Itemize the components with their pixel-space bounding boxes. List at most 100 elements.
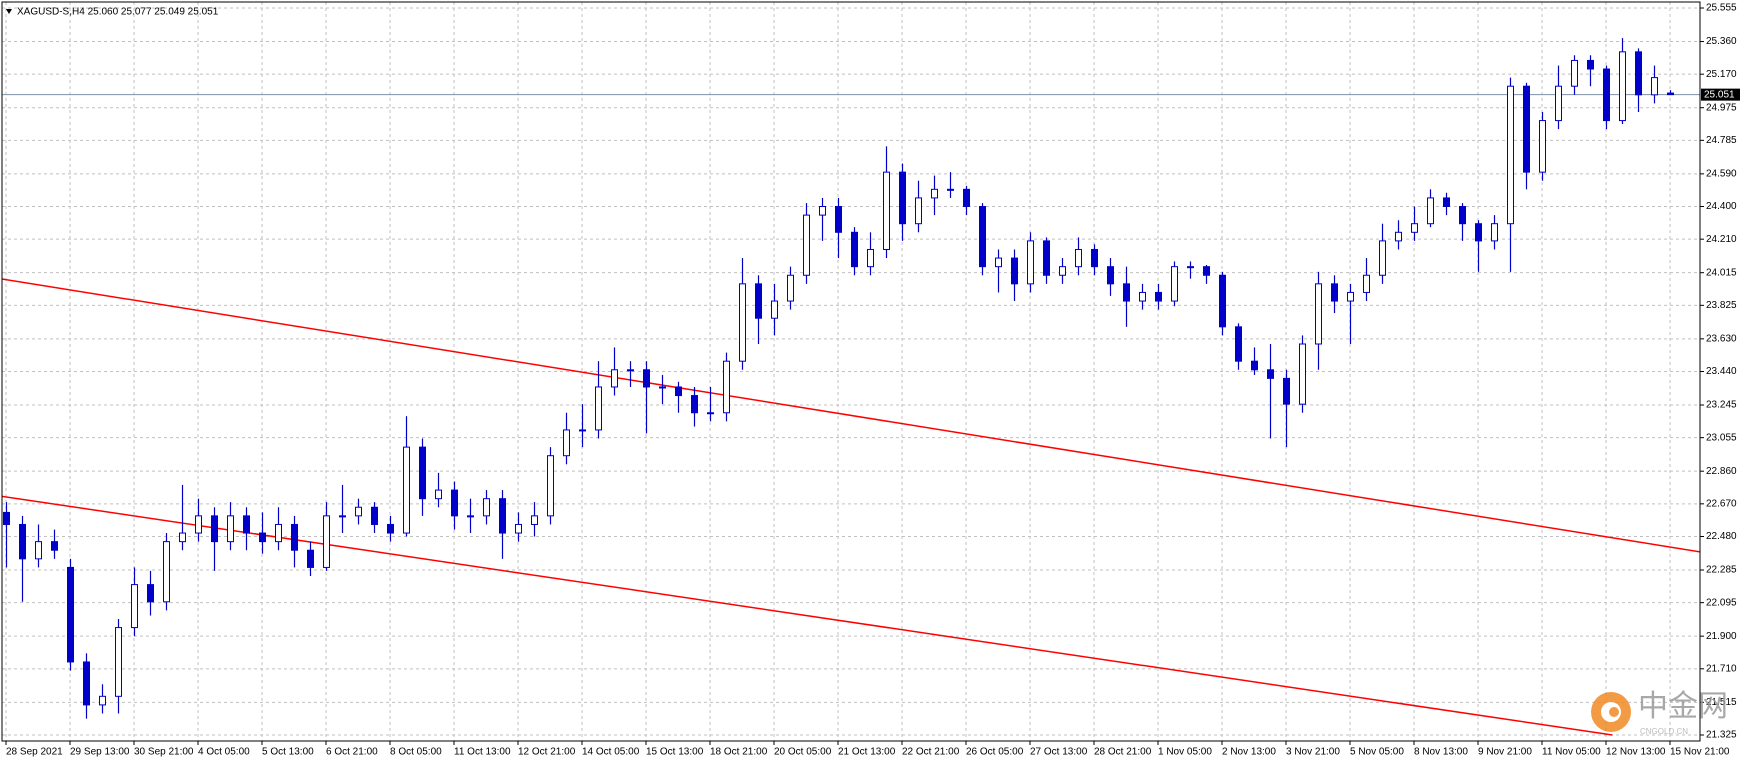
watermark-text: 中金网	[1638, 690, 1728, 723]
candle-body	[1091, 248, 1098, 268]
y-tick-label: 23.825	[1706, 300, 1737, 311]
y-tick-label: 22.670	[1706, 498, 1737, 509]
candle-body	[739, 283, 746, 362]
y-tick-label: 24.975	[1706, 102, 1737, 113]
candle-body	[627, 369, 634, 372]
menu-arrow[interactable]	[6, 9, 12, 14]
y-tick-label: 21.900	[1706, 631, 1737, 642]
candle-body	[19, 523, 26, 560]
candle-body	[323, 515, 330, 568]
candle-body	[1283, 377, 1290, 405]
candle-body	[707, 412, 714, 415]
candle-body	[819, 206, 826, 216]
x-tick-label: 22 Oct 21:00	[902, 747, 960, 758]
candle-body	[931, 188, 938, 199]
candle-body	[1427, 197, 1434, 225]
x-tick-label: 2 Nov 13:00	[1222, 747, 1276, 758]
candle-body	[275, 523, 282, 543]
candle-body	[1267, 369, 1274, 379]
x-tick-label: 28 Sep 2021	[6, 747, 63, 758]
last-price-box	[1701, 88, 1740, 101]
x-tick-label: 3 Nov 21:00	[1286, 747, 1340, 758]
candle-body	[1139, 291, 1146, 302]
y-tick-label: 25.360	[1706, 36, 1737, 47]
x-tick-label: 12 Oct 21:00	[518, 747, 576, 758]
candles	[3, 38, 1674, 719]
y-tick-label: 24.590	[1706, 169, 1737, 180]
y-tick-label: 22.095	[1706, 597, 1737, 608]
candle-body	[195, 515, 202, 534]
x-tick-label: 4 Oct 05:00	[198, 747, 250, 758]
candle-body	[1443, 197, 1450, 208]
candle-body	[259, 532, 266, 543]
candle-body	[51, 541, 58, 551]
candle-body	[579, 429, 586, 432]
y-tick-label: 23.440	[1706, 366, 1737, 377]
candle-body	[1251, 360, 1258, 371]
candle-body	[1491, 223, 1498, 242]
candle-body	[1619, 51, 1626, 122]
watermark-sub: CNGOLD.CN	[1640, 727, 1688, 736]
y-tick-label: 23.630	[1706, 333, 1737, 344]
watermark: 中金网 CNGOLD.CN	[1591, 690, 1728, 736]
candle-body	[355, 506, 362, 517]
y-tick-label: 21.325	[1706, 730, 1737, 741]
candle-body	[147, 584, 154, 603]
last-price-label: 25.051	[1704, 89, 1735, 100]
x-tick-label: 21 Oct 13:00	[838, 747, 896, 758]
x-tick-label: 26 Oct 05:00	[966, 747, 1024, 758]
x-tick-label: 28 Oct 21:00	[1094, 747, 1152, 758]
candle-body	[915, 197, 922, 225]
candle-body	[1027, 240, 1034, 285]
candle-body	[995, 257, 1002, 268]
x-tick-label: 29 Sep 13:00	[70, 747, 130, 758]
x-tick-label: 15 Nov 21:00	[1670, 747, 1730, 758]
candle-body	[1651, 77, 1658, 96]
y-tick-label: 23.055	[1706, 432, 1737, 443]
y-tick-label: 24.400	[1706, 201, 1737, 212]
x-tick-label: 12 Nov 13:00	[1606, 747, 1666, 758]
candle-body	[867, 248, 874, 268]
candle-body	[1555, 85, 1562, 122]
candle-body	[1203, 266, 1210, 276]
candle-body	[179, 532, 186, 543]
candle-body	[1587, 59, 1594, 70]
x-tick-label: 5 Nov 05:00	[1350, 747, 1404, 758]
candle-body	[835, 206, 842, 233]
y-tick-label: 25.555	[1706, 3, 1737, 14]
x-tick-label: 27 Oct 13:00	[1030, 747, 1088, 758]
candle-body	[1635, 51, 1642, 96]
candle-body	[979, 206, 986, 268]
candle-body	[1011, 257, 1018, 285]
candle-body	[1411, 223, 1418, 233]
candle-body	[515, 523, 522, 534]
candle-body	[1603, 68, 1610, 122]
candle-body	[1235, 326, 1242, 362]
axes: 25.555 25.360 25.170 24.975 24.785 24.590 24.4…	[5, 3, 1740, 758]
candle-body	[643, 369, 650, 388]
candle-body	[1347, 291, 1354, 302]
candle-body	[243, 515, 250, 534]
x-tick-label: 30 Sep 21:00	[134, 747, 194, 758]
x-tick-label: 8 Nov 13:00	[1414, 747, 1468, 758]
candle-body	[851, 231, 858, 268]
candle-body	[771, 300, 778, 319]
candle-body	[547, 455, 554, 517]
candle-body	[387, 523, 394, 534]
candle-body	[563, 429, 570, 457]
y-tick-label: 23.245	[1706, 400, 1737, 411]
y-tick-label: 22.285	[1706, 565, 1737, 576]
candle-body	[611, 369, 618, 388]
y-tick-label: 21.515	[1706, 697, 1737, 708]
candle-body	[435, 489, 442, 500]
candle-body	[307, 549, 314, 568]
candle-body	[419, 446, 426, 500]
candle-body	[211, 515, 218, 543]
candle-body	[1523, 85, 1530, 173]
candle-body	[1075, 248, 1082, 268]
x-tick-label: 11 Oct 13:00	[454, 747, 511, 758]
candle-body	[1459, 206, 1466, 225]
candle-body	[1379, 240, 1386, 276]
